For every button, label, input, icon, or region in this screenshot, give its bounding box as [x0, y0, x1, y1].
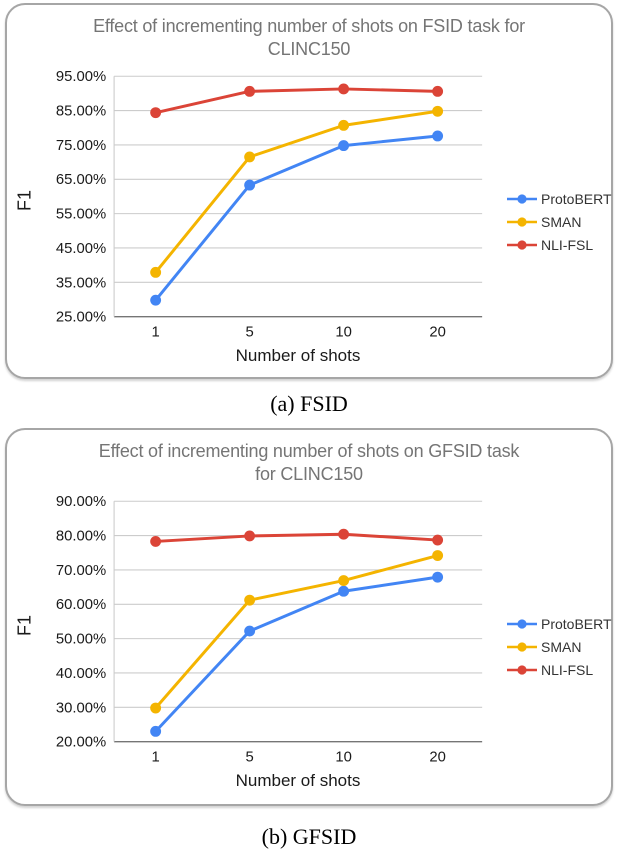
- series-line-protobert: [154, 575, 440, 733]
- data-point-nli-fsl: [338, 528, 350, 540]
- chart-title-fsid: Effect of incrementing number of shots o…: [93, 16, 525, 59]
- legend: ProtoBERT SMAN NLI-FSL: [506, 190, 612, 254]
- series-line-nli-fsl: [154, 87, 440, 115]
- data-point-sman: [244, 594, 256, 606]
- x-tick-label: 20: [429, 749, 446, 765]
- x-tick-label: 10: [335, 749, 352, 765]
- legend-marker-icon: [507, 619, 537, 629]
- data-point-sman: [338, 119, 350, 131]
- data-point-protobert: [338, 140, 350, 152]
- legend-item-nli-fsl: NLI-FSL: [506, 661, 612, 679]
- data-point-sman: [150, 266, 162, 278]
- y-tick-label: 65.00%: [56, 172, 106, 188]
- data-point-protobert: [150, 294, 162, 306]
- legend-marker-icon: [507, 217, 537, 227]
- data-point-sman: [338, 575, 350, 587]
- y-tick-label: 50.00%: [56, 632, 106, 648]
- y-axis-title: F1: [14, 615, 35, 637]
- y-tick-label: 95.00%: [56, 69, 106, 85]
- legend-label: ProtoBERT: [541, 191, 612, 207]
- y-tick-label: 20.00%: [56, 735, 106, 751]
- legend-marker-icon: [507, 240, 537, 250]
- x-tick-label: 10: [335, 324, 352, 340]
- x-tick-label: 20: [429, 324, 446, 340]
- y-tick-label: 35.00%: [56, 275, 106, 291]
- y-tick-label: 25.00%: [56, 310, 106, 326]
- y-tick-label: 80.00%: [56, 529, 106, 545]
- y-tick-label: 70.00%: [56, 563, 106, 579]
- legend-label: NLI-FSL: [541, 237, 594, 253]
- series-line-protobert: [154, 134, 440, 302]
- data-point-nli-fsl: [150, 535, 162, 547]
- series-line-sman: [154, 554, 440, 710]
- data-point-nli-fsl: [150, 107, 162, 119]
- legend-label: NLI-FSL: [541, 662, 594, 678]
- gfsid-figure: Effect of incrementing number of shots o…: [5, 428, 613, 806]
- legend-marker-icon: [507, 665, 537, 675]
- x-tick-label: 5: [246, 749, 254, 765]
- legend-label: SMAN: [541, 214, 582, 230]
- caption-gfsid: (b) GFSID: [261, 824, 357, 849]
- data-point-protobert: [150, 725, 162, 737]
- x-tick-label: 5: [246, 324, 254, 340]
- plot-area-fsid: 95.00% 85.00% 75.00% 65.00% 55.00% 45.00% 35.0…: [56, 69, 483, 340]
- data-point-protobert: [244, 625, 256, 637]
- y-tick-label: 45.00%: [56, 241, 106, 257]
- y-tick-label: 55.00%: [56, 207, 106, 223]
- data-point-protobert: [432, 571, 444, 583]
- series-line-nli-fsl: [154, 532, 440, 543]
- legend-item-sman: SMAN: [506, 213, 612, 231]
- caption-fsid: (a) FSID: [270, 391, 348, 416]
- data-point-nli-fsl: [432, 85, 444, 97]
- x-axis-title: Number of shots: [235, 771, 361, 790]
- data-point-nli-fsl: [432, 534, 444, 546]
- legend-label: SMAN: [541, 639, 582, 655]
- fsid-figure: Effect of incrementing number of shots o…: [5, 3, 613, 379]
- data-point-protobert: [432, 130, 444, 142]
- y-tick-label: 85.00%: [56, 104, 106, 120]
- series-line-sman: [154, 109, 440, 274]
- data-point-sman: [244, 151, 256, 163]
- legend-marker-icon: [507, 194, 537, 204]
- legend-item-protobert: ProtoBERT: [506, 615, 612, 633]
- y-tick-label: 30.00%: [56, 700, 106, 716]
- y-tick-label: 40.00%: [56, 666, 106, 682]
- x-tick-label: 1: [152, 324, 160, 340]
- data-point-protobert: [244, 179, 256, 191]
- legend-item-nli-fsl: NLI-FSL: [506, 236, 612, 254]
- data-point-protobert: [338, 585, 350, 597]
- legend-label: ProtoBERT: [541, 616, 612, 632]
- y-tick-label: 75.00%: [56, 138, 106, 154]
- legend-item-sman: SMAN: [506, 638, 612, 656]
- y-tick-label: 60.00%: [56, 597, 106, 613]
- legend-marker-icon: [507, 642, 537, 652]
- x-axis-title: Number of shots: [235, 346, 361, 365]
- chart-title-gfsid: Effect of incrementing number of shots o…: [98, 441, 520, 484]
- data-point-sman: [432, 550, 444, 561]
- y-tick-label: 90.00%: [56, 494, 106, 510]
- legend: ProtoBERT SMAN NLI-FSL: [506, 615, 612, 679]
- data-point-nli-fsl: [244, 85, 256, 97]
- data-point-sman: [150, 702, 162, 714]
- data-point-nli-fsl: [244, 530, 256, 542]
- y-axis-title: F1: [14, 190, 35, 212]
- data-point-sman: [432, 105, 444, 117]
- x-tick-label: 1: [152, 749, 160, 765]
- legend-item-protobert: ProtoBERT: [506, 190, 612, 208]
- data-point-nli-fsl: [338, 83, 350, 95]
- plot-area-gfsid: 90.00% 80.00% 70.00% 60.00% 50.00% 40.00% 30.0…: [56, 494, 483, 765]
